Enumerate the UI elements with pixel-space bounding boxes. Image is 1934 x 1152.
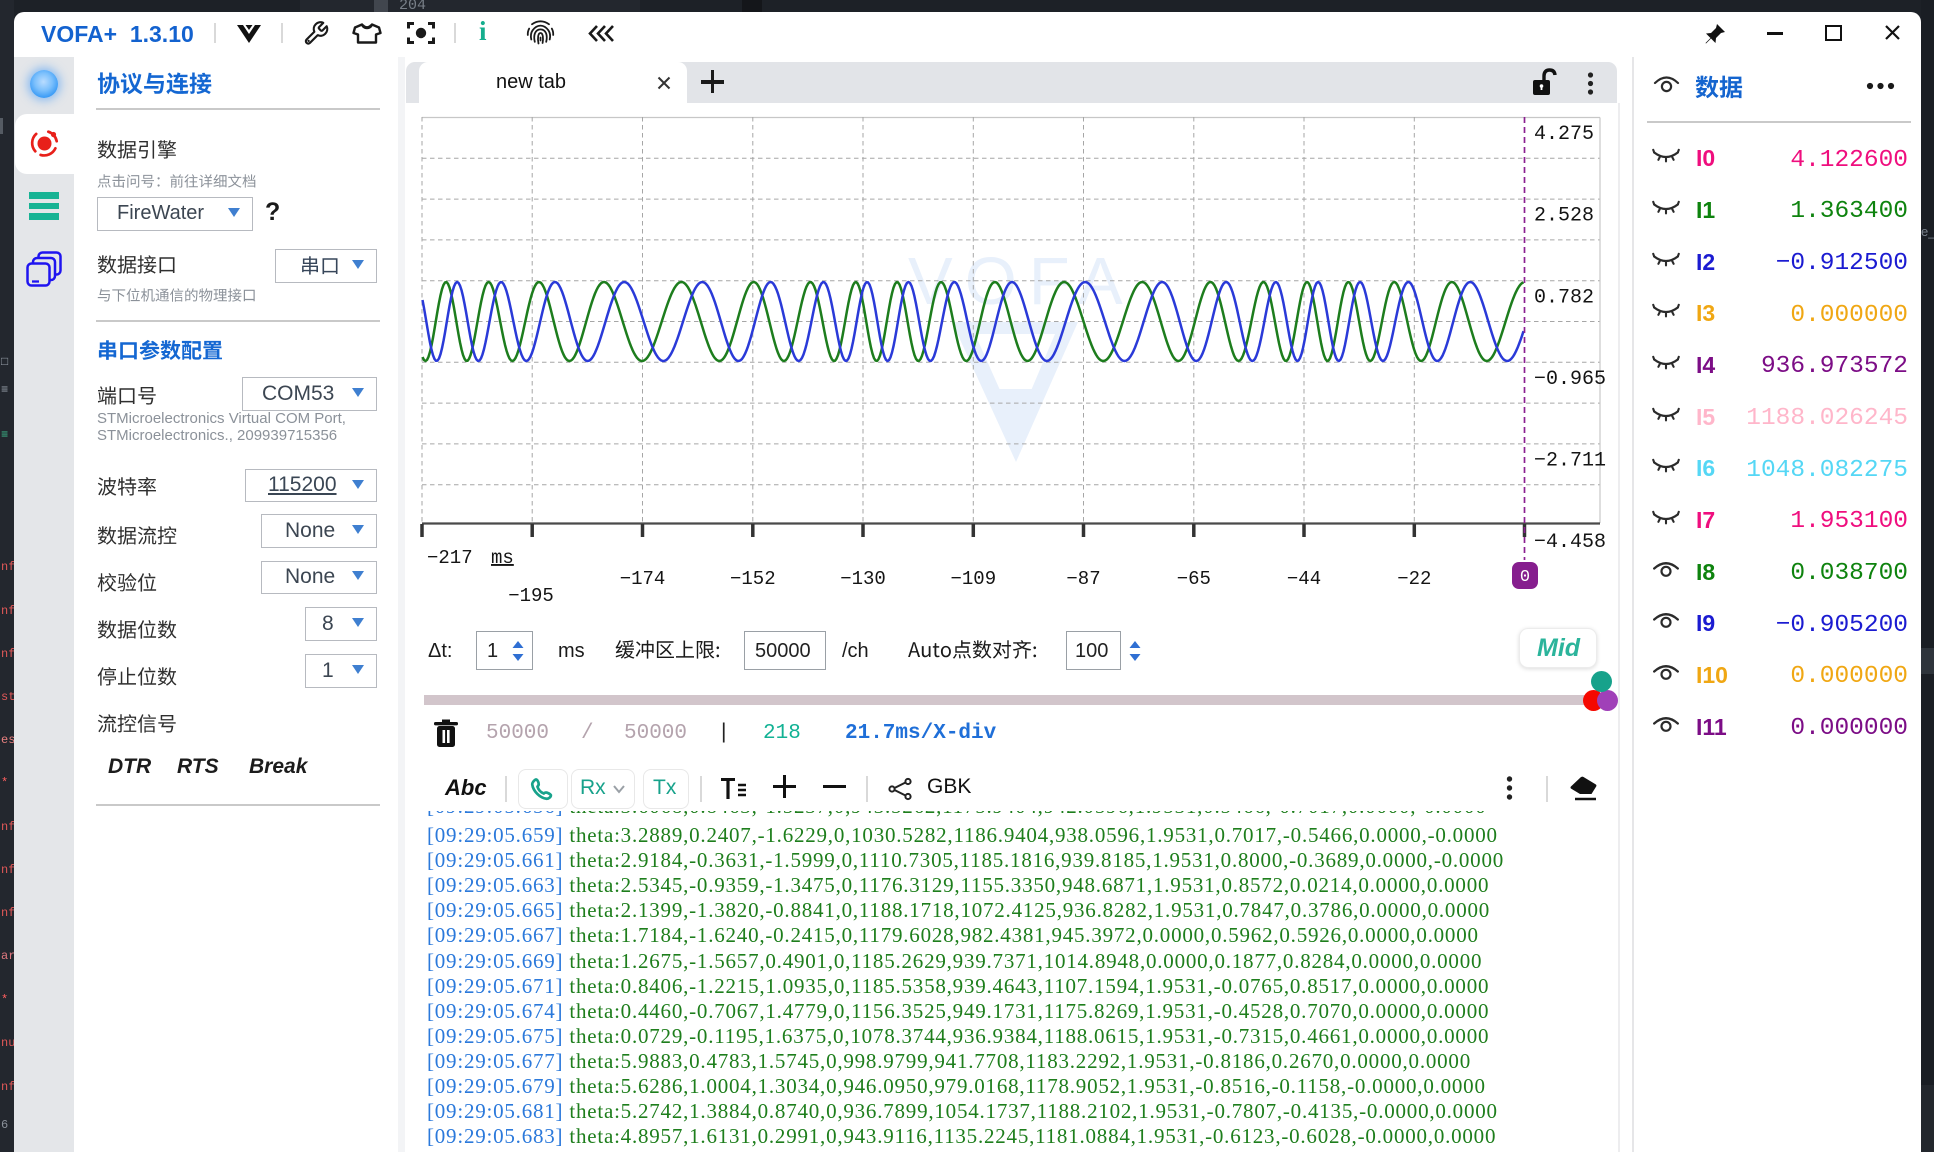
svg-text:4.275: 4.275 [1534, 123, 1594, 146]
svg-text:−152: −152 [730, 568, 776, 590]
svg-text:−130: −130 [840, 568, 886, 590]
svg-text:0: 0 [1520, 568, 1530, 587]
svg-text:−217: −217 [427, 547, 473, 569]
svg-text:0.782: 0.782 [1534, 286, 1594, 309]
svg-text:−2.711: −2.711 [1534, 450, 1606, 473]
svg-text:−44: −44 [1287, 568, 1321, 590]
svg-text:−109: −109 [950, 568, 996, 590]
svg-text:−4.458: −4.458 [1534, 531, 1606, 554]
svg-text:−65: −65 [1177, 568, 1211, 590]
svg-text:−22: −22 [1397, 568, 1431, 590]
svg-text:−195: −195 [508, 585, 554, 607]
svg-text:−87: −87 [1066, 568, 1100, 590]
svg-text:ms: ms [491, 547, 514, 569]
svg-text:−174: −174 [620, 568, 666, 590]
svg-text:2.528: 2.528 [1534, 205, 1594, 228]
svg-text:−0.965: −0.965 [1534, 368, 1606, 391]
